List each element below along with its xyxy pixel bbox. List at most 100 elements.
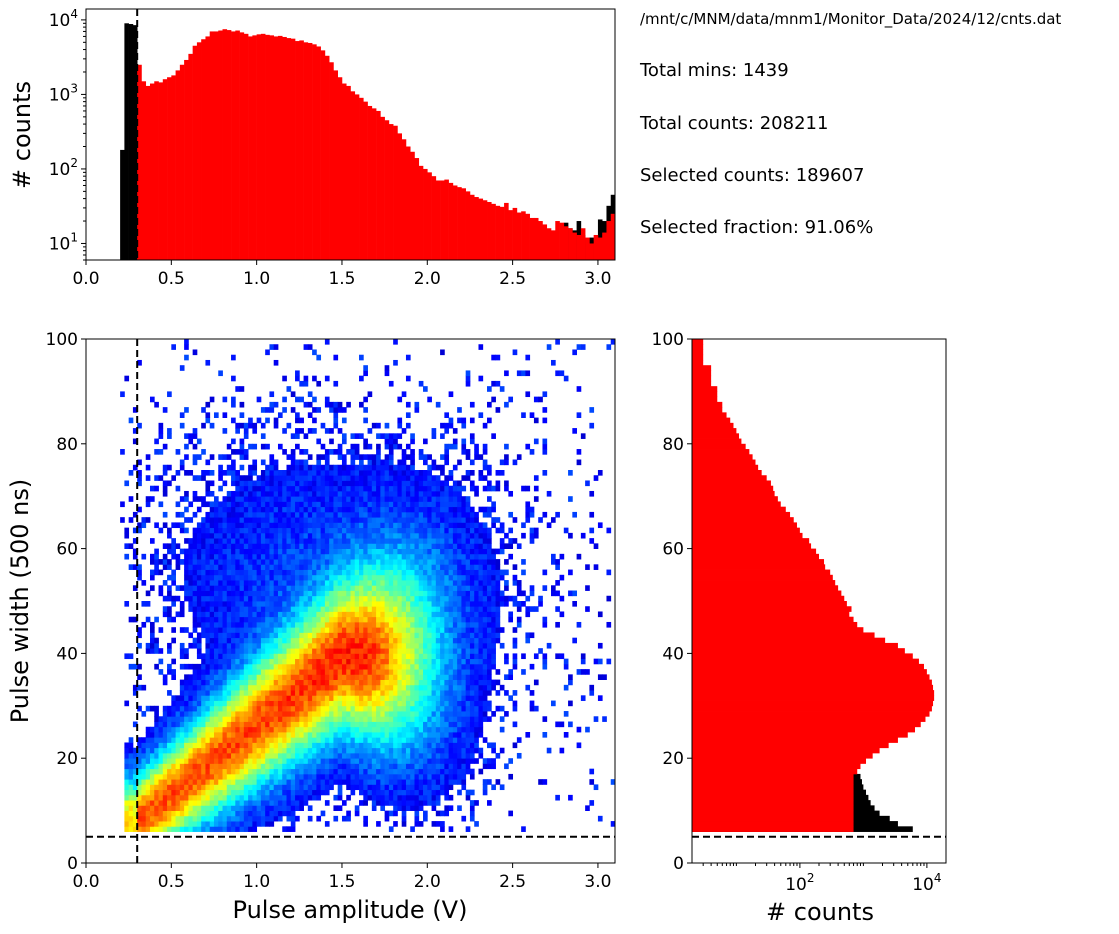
heatmap-cell [282, 621, 287, 628]
heatmap-cell [320, 763, 326, 770]
heatmap-cell [196, 475, 202, 481]
heatmap-cell [371, 669, 377, 675]
heatmap-cell [312, 511, 317, 518]
heatmap-cell [128, 789, 134, 796]
heatmap-cell [154, 732, 159, 738]
heatmap-cell [141, 553, 147, 560]
heatmap-cell [316, 695, 322, 701]
heatmap-cell [363, 821, 368, 827]
heatmap-cell [235, 595, 240, 602]
heatmap-cell [401, 601, 407, 607]
heatmap-cell [235, 585, 240, 591]
heatmap-cell [243, 648, 249, 654]
heatmap-cell [286, 805, 292, 811]
heatmap-cell [316, 768, 322, 775]
heatmap-cell [286, 621, 292, 628]
heatmap-cell [273, 459, 279, 466]
heatmap-cell [337, 805, 343, 811]
heatmap-cell [384, 580, 390, 586]
heatmap-cell [158, 627, 164, 633]
heatmap-cell [333, 548, 339, 555]
heatmap-cell [393, 585, 398, 591]
heatmap-cell [367, 742, 373, 749]
heatmap-cell [316, 459, 322, 466]
heatmap-cell [192, 475, 198, 481]
heatmap-cell [231, 732, 236, 738]
heatmap-cell [427, 732, 432, 738]
heatmap-cell [427, 779, 432, 785]
heatmap-cell [367, 601, 373, 607]
heatmap-cell [376, 658, 381, 665]
heatmap-cell [265, 674, 270, 680]
heatmap-cell [286, 480, 292, 487]
heatmap-cell [393, 590, 398, 597]
heatmap-cell [376, 611, 381, 618]
heatmap-cell [201, 805, 206, 811]
heatmap-cell [252, 459, 258, 466]
heatmap-cell [350, 616, 356, 623]
heatmap-cell [346, 695, 351, 701]
heatmap-cell [286, 475, 292, 481]
heatmap-cell [162, 742, 168, 749]
amplitude-bar [602, 232, 607, 260]
heatmap-cell [329, 758, 334, 764]
heatmap-cell [205, 553, 211, 560]
heatmap-cell [282, 674, 287, 680]
heatmap-cell [273, 559, 279, 565]
heatmap-cell [282, 737, 287, 743]
heatmap-cell [397, 648, 403, 654]
heatmap-cell [397, 501, 403, 508]
heatmap-cell [354, 590, 360, 597]
heatmap-cell [346, 601, 351, 607]
heatmap-cell [307, 805, 313, 811]
heatmap-cell [320, 721, 326, 728]
heatmap-cell [192, 669, 198, 675]
heatmap-cell [277, 711, 283, 717]
heatmap-cell [307, 454, 313, 460]
heatmap-cell [273, 674, 279, 680]
heatmap-cell [235, 658, 240, 665]
heatmap-cell [248, 559, 253, 565]
heatmap-cell [213, 564, 219, 570]
heatmap-cell [137, 784, 142, 791]
heatmap-cell [137, 475, 142, 481]
amplitude-bar [559, 222, 565, 260]
heatmap-cell [414, 705, 420, 712]
heatmap-cell [384, 501, 390, 508]
heatmap-cell [401, 559, 407, 565]
heatmap-cell [277, 511, 283, 518]
heatmap-cell [235, 794, 240, 801]
heatmap-cell [252, 690, 258, 696]
heatmap-cell [303, 501, 309, 508]
heatmap-cell [405, 611, 411, 618]
heatmap-cell [256, 674, 262, 680]
heatmap-cell [410, 805, 415, 811]
heatmap-cell [235, 758, 240, 764]
heatmap-cell [273, 595, 279, 602]
heatmap-cell [252, 616, 258, 623]
heatmap-cell [329, 485, 334, 492]
heatmap-cell [393, 711, 398, 717]
heatmap-cell [341, 569, 347, 576]
heatmap-cell [154, 742, 159, 749]
heatmap-cell [213, 773, 219, 780]
heatmap-cell [290, 506, 296, 513]
heatmap-cell [239, 658, 245, 665]
heatmap-cell [239, 532, 245, 539]
amplitude-bar [179, 64, 185, 260]
heatmap-cell [239, 732, 245, 738]
heatmap-cell [316, 763, 322, 770]
heatmap-cell [363, 365, 368, 371]
heatmap-cell [299, 648, 304, 654]
heatmap-cell [431, 684, 437, 691]
heatmap-cell [149, 648, 155, 654]
heatmap-cell [248, 585, 253, 591]
heatmap-cell [384, 789, 390, 796]
heatmap-cell [179, 768, 185, 775]
heatmap-cell [307, 637, 313, 644]
heatmap-cell [354, 543, 360, 549]
heatmap-cell [384, 648, 390, 654]
heatmap-cell [192, 459, 198, 466]
heatmap-cell [260, 805, 266, 811]
heatmap-cell [218, 763, 223, 770]
